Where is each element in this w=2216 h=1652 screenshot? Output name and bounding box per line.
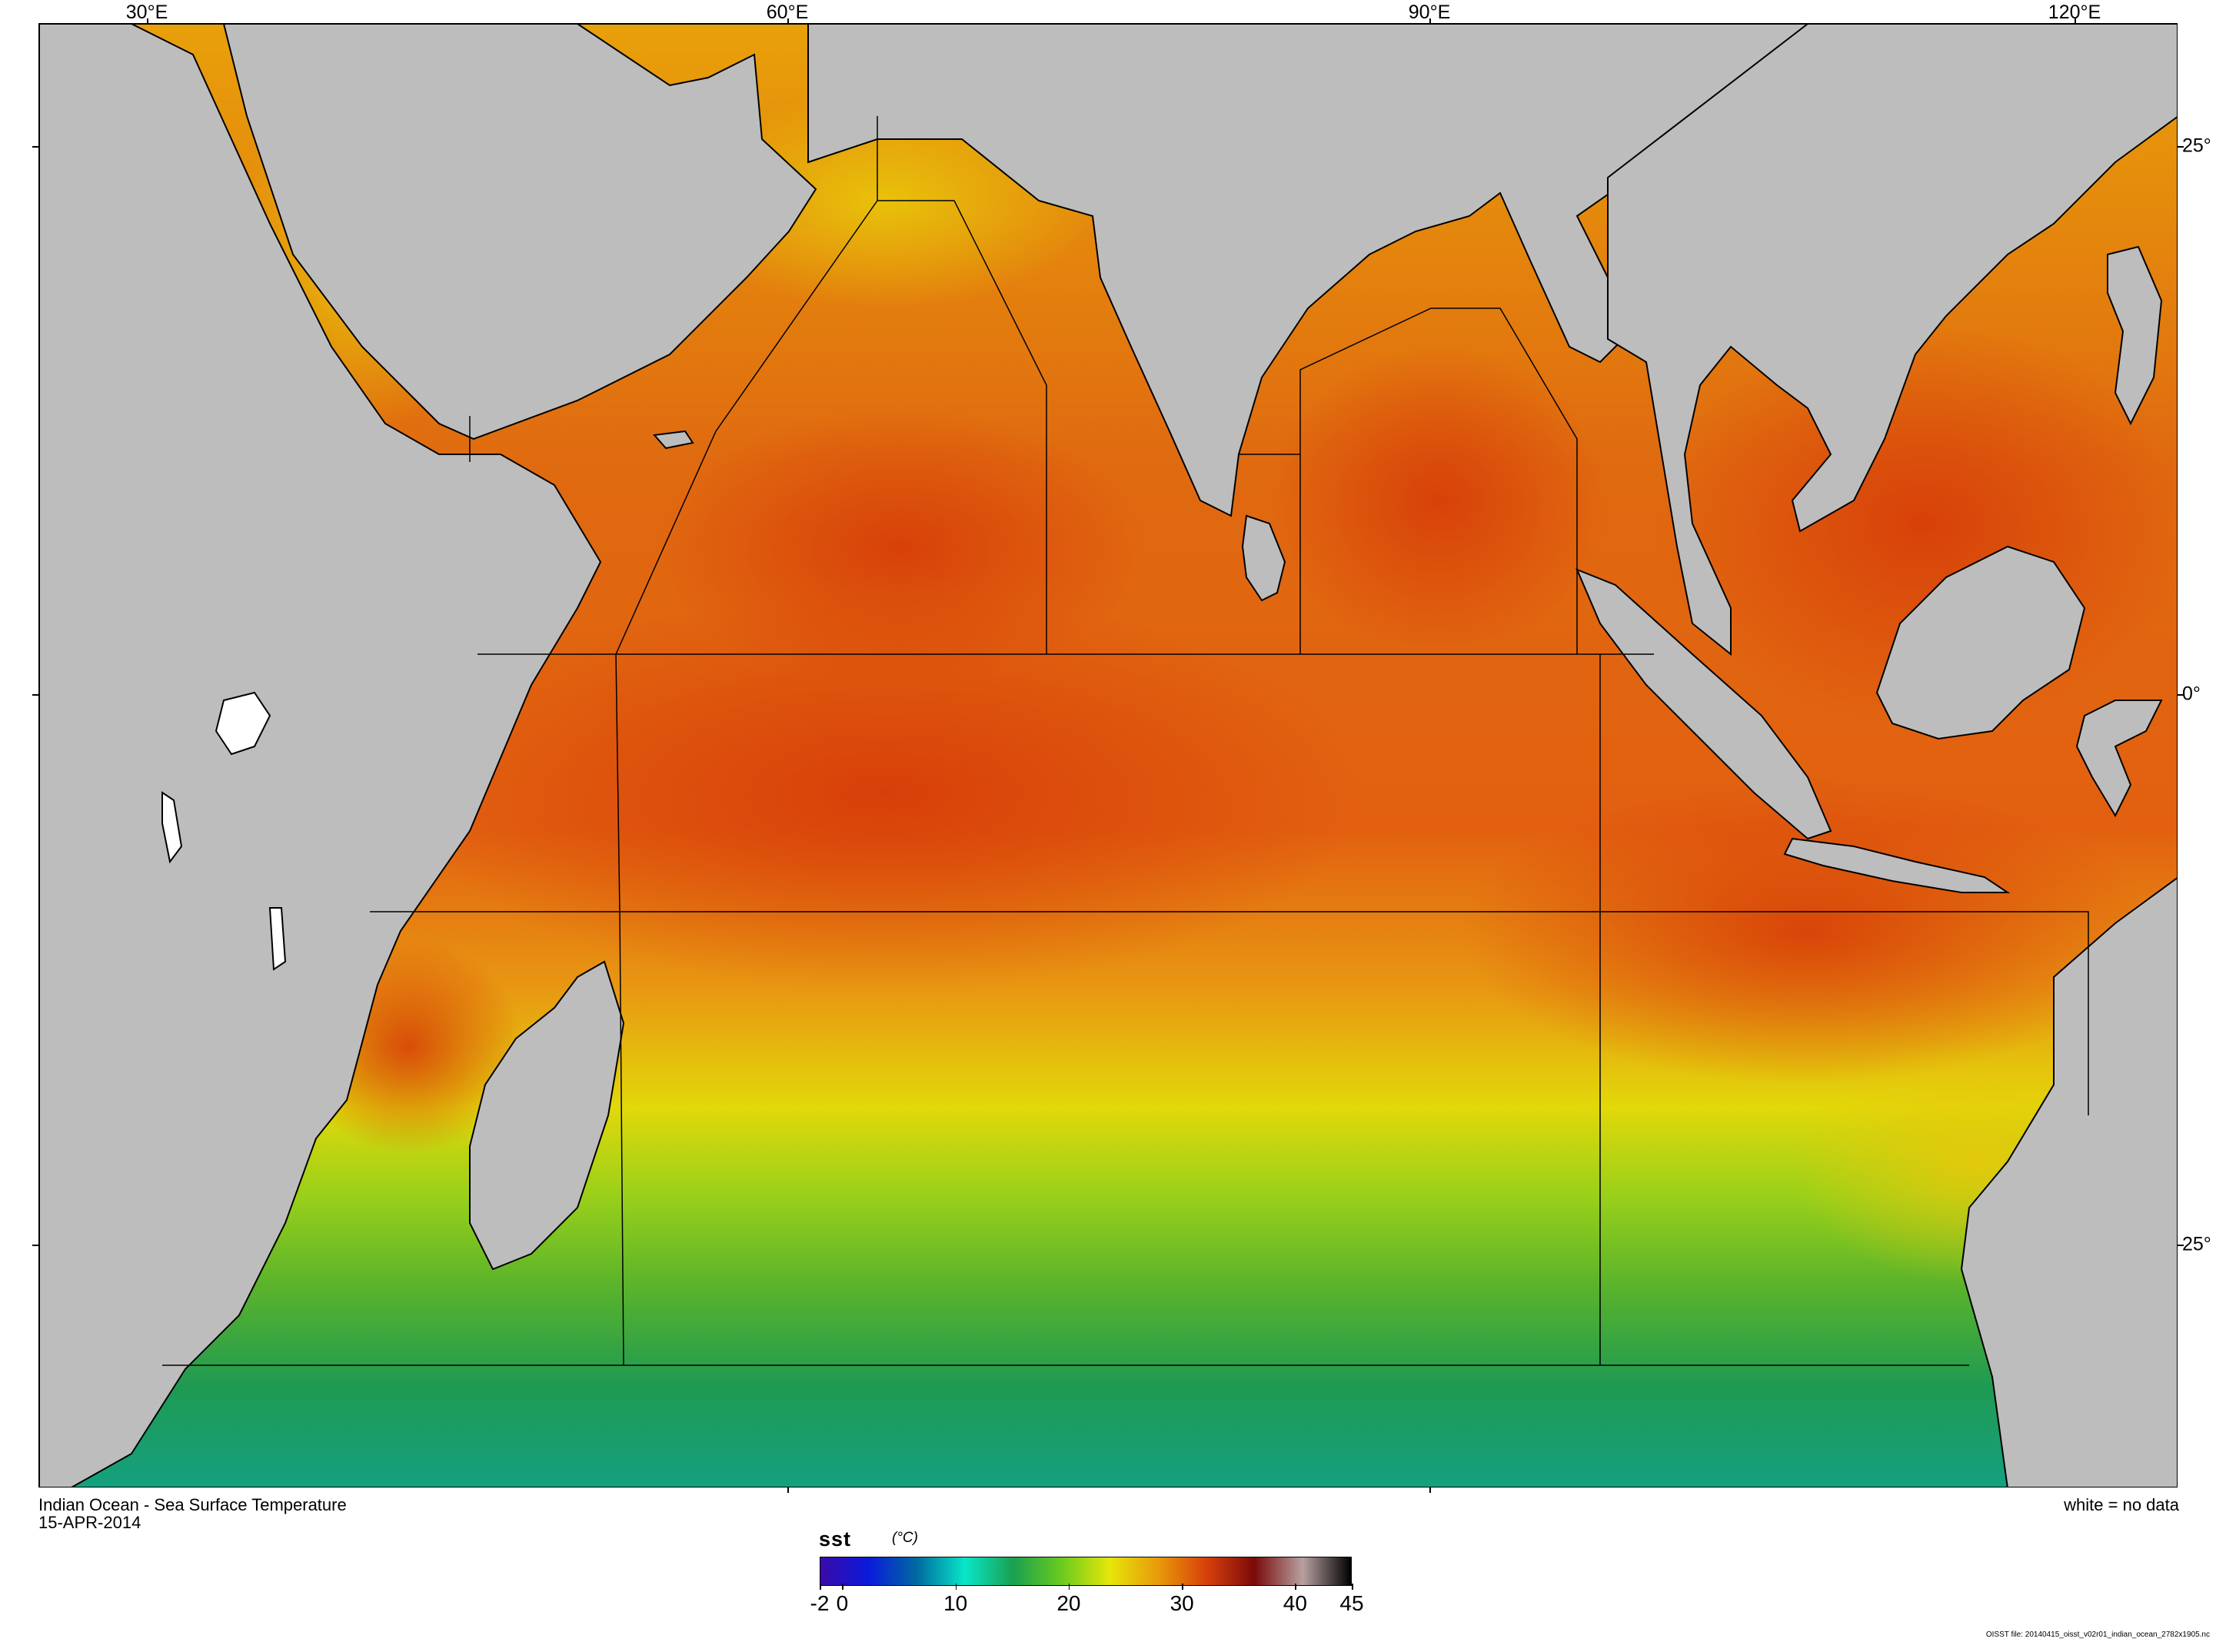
colorbar-tick-mark <box>955 1584 957 1590</box>
boundary-west-central <box>615 653 624 1366</box>
colorbar-tick-mark <box>842 1584 843 1590</box>
lat-label-25n: 25° <box>2182 135 2211 157</box>
warm-pool-bay-of-bengal <box>1269 347 1608 654</box>
colorbar-tick-label: 10 <box>943 1591 968 1615</box>
colorbar-tick-mark <box>1352 1584 1353 1590</box>
lon-tick-120e <box>2075 18 2076 25</box>
lat-label-25s: 25° <box>2182 1233 2211 1255</box>
lat-tick-left-0 <box>32 694 38 696</box>
land-borneo <box>1875 545 2086 740</box>
colorbar-tick-mark <box>1295 1584 1296 1590</box>
lat-label-0: 0° <box>2182 683 2201 705</box>
colorbar-tick-mark <box>820 1584 821 1590</box>
colorbar-units: (°C) <box>892 1530 918 1546</box>
colorbar-tick-label: 0 <box>836 1591 849 1615</box>
sst-map-svg <box>39 24 2177 1487</box>
warm-pool-east <box>1462 777 2154 1085</box>
colorbar-variable: sst <box>819 1527 852 1551</box>
warm-pool-arabian-sea <box>654 408 1146 685</box>
lon-tick-30e <box>147 18 148 25</box>
file-info: OISST file: 20140415_oisst_v02r01_indian… <box>1985 1630 2210 1639</box>
lat-tick-left-25n <box>32 146 38 148</box>
land-australia <box>1960 877 2177 1487</box>
land-java <box>1783 837 2011 893</box>
boundary-arabian-sea <box>615 200 1047 655</box>
lon-tick-bottom-60e <box>787 1487 789 1493</box>
lat-tick-right-25n <box>2178 146 2184 148</box>
colorbar-tick-mark <box>1182 1584 1183 1590</box>
colorbar-tick-label: 30 <box>1170 1591 1194 1615</box>
map-title: Indian Ocean - Sea Surface Temperature <box>38 1495 347 1514</box>
land-southeast-asia <box>1607 24 2177 656</box>
lon-tick-bottom-90e <box>1429 1487 1431 1493</box>
land-philippines <box>2107 245 2163 426</box>
land-socotra <box>652 430 694 450</box>
region-boundaries <box>162 116 2089 1366</box>
nodata-island-1 <box>215 691 271 756</box>
lat-tick-right-25s <box>2178 1245 2184 1246</box>
lon-tick-60e <box>787 18 789 25</box>
land-sulawesi <box>2075 700 2163 818</box>
lon-tick-90e <box>1429 18 1431 25</box>
map-date: 15-APR-2014 <box>38 1513 141 1532</box>
land-africa-arabia <box>39 24 2177 1487</box>
colorbar-tick-label: -2 <box>810 1591 830 1615</box>
boundary-south-band <box>370 911 2089 1115</box>
sst-map <box>38 23 2178 1487</box>
colorbar-tick-mark <box>1068 1584 1070 1590</box>
colorbar-tick-label: 20 <box>1056 1591 1081 1615</box>
land-sri-lanka <box>1241 514 1286 602</box>
nodata-islands <box>161 691 287 971</box>
lat-tick-left-25s <box>32 1245 38 1246</box>
land-madagascar <box>469 960 625 1271</box>
boundary-bay-of-bengal <box>1299 307 1578 654</box>
nodata-legend: white = no data <box>2064 1495 2179 1514</box>
nodata-island-3 <box>268 907 287 971</box>
nodata-island-2 <box>161 791 183 864</box>
colorbar <box>820 1557 1352 1586</box>
colorbar-tick-label: 40 <box>1283 1591 1307 1615</box>
land-sumatra <box>1575 568 1832 840</box>
warm-pool-central <box>408 593 1362 992</box>
colorbar-tick-label: 45 <box>1339 1591 1364 1615</box>
lat-tick-right-0 <box>2178 694 2184 696</box>
land <box>39 24 2177 1487</box>
